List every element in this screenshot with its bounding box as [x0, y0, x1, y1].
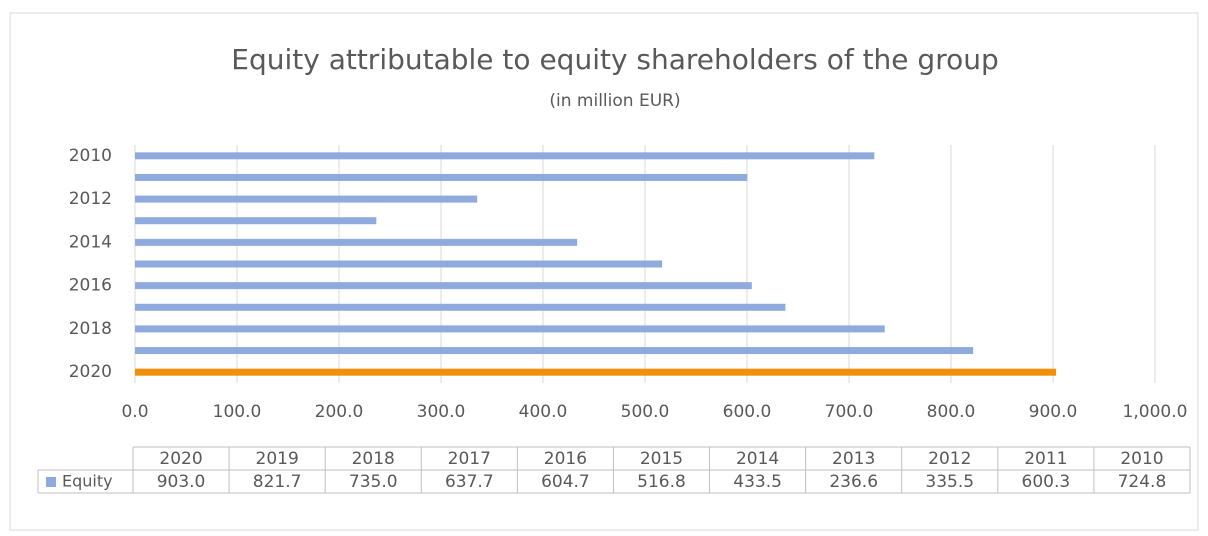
table-header: 2010	[1120, 449, 1163, 469]
x-tick-label: 600.0	[723, 402, 772, 422]
table-header: 2017	[448, 449, 491, 469]
table-value: 516.8	[637, 472, 686, 492]
y-tick-label: 2014	[69, 232, 112, 252]
table-header: 2011	[1024, 449, 1067, 469]
bar	[135, 325, 885, 333]
table-value: 821.7	[253, 472, 302, 492]
table-value: 637.7	[445, 472, 494, 492]
table-header: 2014	[736, 449, 779, 469]
chart-title: Equity attributable to equity shareholde…	[231, 43, 999, 76]
table-header: 2013	[832, 449, 875, 469]
x-tick-label: 0.0	[121, 402, 148, 422]
table-header: 2020	[159, 449, 202, 469]
table-header: 2019	[256, 449, 299, 469]
table-header: 2015	[640, 449, 683, 469]
x-tick-label: 200.0	[315, 402, 364, 422]
bar	[135, 238, 578, 246]
bar	[135, 152, 875, 160]
bar	[135, 260, 663, 268]
legend-label: Equity	[62, 472, 113, 491]
x-tick-label: 700.0	[825, 402, 874, 422]
table-value: 236.6	[829, 472, 878, 492]
y-tick-label: 2020	[69, 362, 112, 382]
legend-swatch	[46, 477, 56, 487]
bar	[135, 368, 1057, 376]
bar	[135, 303, 786, 311]
chart-subtitle: (in million EUR)	[549, 91, 680, 111]
table-header: 2012	[928, 449, 971, 469]
bar	[135, 282, 752, 290]
table-value: 604.7	[541, 472, 590, 492]
bar	[135, 173, 748, 181]
x-tick-label: 800.0	[927, 402, 976, 422]
table-value: 903.0	[157, 472, 206, 492]
chart-border	[9, 12, 1199, 531]
table-value: 724.8	[1118, 472, 1167, 492]
table-header: 2016	[544, 449, 587, 469]
x-tick-label: 1,000.0	[1123, 402, 1188, 422]
x-tick-label: 500.0	[621, 402, 670, 422]
bar	[135, 347, 974, 355]
table-value: 600.3	[1022, 472, 1071, 492]
table-value: 433.5	[733, 472, 782, 492]
x-tick-label: 400.0	[519, 402, 568, 422]
x-tick-label: 900.0	[1029, 402, 1078, 422]
table-header: 2018	[352, 449, 395, 469]
y-tick-label: 2012	[69, 189, 112, 209]
table-value: 735.0	[349, 472, 398, 492]
x-tick-label: 300.0	[417, 402, 466, 422]
bar	[135, 217, 377, 225]
table-value: 335.5	[925, 472, 974, 492]
y-tick-label: 2016	[69, 276, 112, 296]
y-tick-label: 2010	[69, 146, 112, 166]
y-tick-label: 2018	[69, 319, 112, 339]
bar	[135, 195, 478, 203]
x-tick-label: 100.0	[213, 402, 262, 422]
